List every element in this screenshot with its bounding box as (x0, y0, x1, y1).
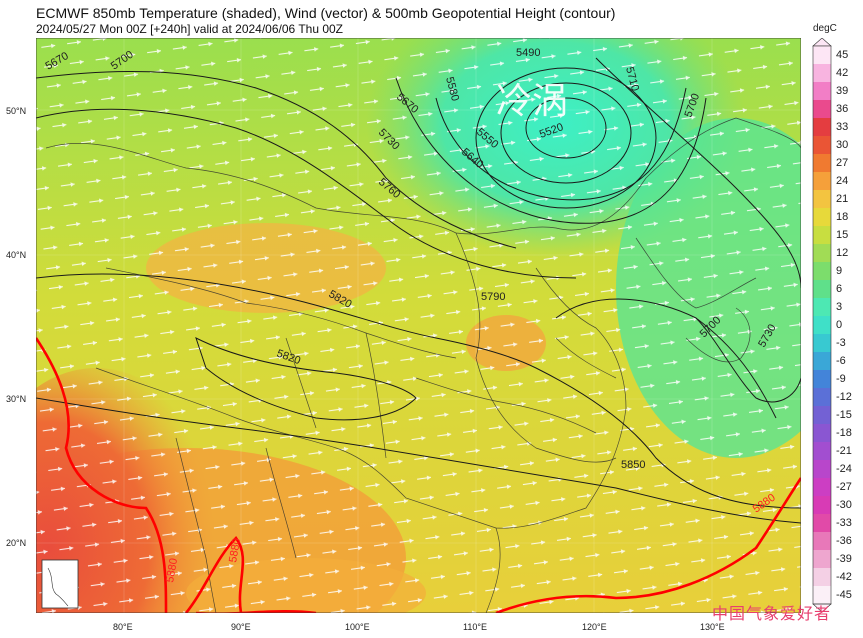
colorbar-segment (813, 370, 831, 389)
colorbar-tick-label: 30 (836, 139, 849, 151)
colorbar-tick-label: -36 (836, 535, 852, 547)
colorbar-tick-label: 9 (836, 265, 843, 277)
colorbar-segment (813, 190, 831, 209)
colorbar-segment (813, 298, 831, 317)
watermark: 中国气象爱好者 (712, 604, 832, 623)
chart-title: ECMWF 850mb Temperature (shaded), Wind (… (36, 5, 616, 21)
contour-5880 (36, 337, 801, 613)
lat-label: 20°N (6, 538, 27, 548)
colorbar-segment (813, 136, 831, 155)
colorbar-tick-label: -30 (836, 499, 852, 511)
colorbar-segment (813, 424, 831, 443)
colorbar-tick-label: -24 (836, 463, 852, 475)
colorbar-segment (813, 82, 831, 101)
colorbar-tick-label: 21 (836, 193, 849, 205)
colorbar-top-arrow (812, 38, 832, 47)
contour-label: 5790 (481, 291, 505, 303)
wind-vector-field (36, 38, 801, 613)
colorbar-segment (813, 208, 831, 227)
colorbar-segment (813, 532, 831, 551)
lon-label: 80°E (113, 622, 133, 632)
lon-label: 130°E (700, 622, 725, 632)
colorbar-segment (813, 100, 831, 119)
colorbar-segment (813, 46, 831, 65)
lat-label: 50°N (6, 106, 27, 116)
colorbar-segment (813, 478, 831, 497)
colorbar-segment (813, 334, 831, 353)
colorbar-tick-label: 6 (836, 283, 843, 295)
colorbar-segment (813, 172, 831, 191)
colorbar-tick-label: 0 (836, 319, 843, 331)
colorbar-tick-label: -27 (836, 481, 852, 493)
lon-label: 120°E (582, 622, 607, 632)
colorbar-tick-label: -33 (836, 517, 852, 529)
colorbar-segment (813, 280, 831, 299)
colorbar (812, 38, 832, 612)
colorbar-segment (813, 226, 831, 245)
cold-vortex-annotation: 冷涡 (496, 81, 568, 122)
map-svg: 5670 5700 5490 5520 5550 5580 5640 5670 … (36, 38, 801, 613)
contour-label: 5490 (516, 47, 540, 59)
colorbar-tick-label: -6 (836, 355, 846, 367)
contour-label: 5850 (621, 459, 645, 471)
chart-subtitle: 2024/05/27 Mon 00Z [+240h] valid at 2024… (36, 22, 344, 36)
contour-label-5880: 5880 (227, 537, 243, 563)
colorbar-segment (813, 586, 831, 605)
colorbar-tick-label: -9 (836, 373, 846, 385)
colorbar-tick-label: 3 (836, 301, 843, 313)
colorbar-tick-label: 27 (836, 157, 849, 169)
colorbar-segment (813, 496, 831, 515)
colorbar-segment (813, 64, 831, 83)
colorbar-segment (813, 442, 831, 461)
colorbar-tick-label: -12 (836, 391, 852, 403)
colorbar-tick-label: 42 (836, 67, 849, 79)
colorbar-segment (813, 406, 831, 425)
inset-map (41, 559, 79, 609)
colorbar-segment (813, 550, 831, 569)
colorbar-segment (813, 388, 831, 407)
colorbar-segment (813, 118, 831, 137)
map-panel: 5670 5700 5490 5520 5550 5580 5640 5670 … (36, 38, 801, 613)
colorbar-tick-label: -21 (836, 445, 852, 457)
colorbar-tick-label: 12 (836, 247, 849, 259)
lat-label: 30°N (6, 394, 27, 404)
colorbar-tick-label: -18 (836, 427, 852, 439)
colorbar-segment (813, 568, 831, 587)
colorbar-tick-label: 24 (836, 175, 849, 187)
boundaries (45, 117, 801, 613)
colorbar-tick-label: -39 (836, 553, 852, 565)
lon-label: 110°E (463, 622, 487, 632)
contour-label-5880: 5880 (164, 557, 180, 583)
lon-label: 100°E (345, 622, 370, 632)
colorbar-segment (813, 460, 831, 479)
colorbar-tick-label: 39 (836, 85, 849, 97)
colorbar-tick-label: 18 (836, 211, 849, 223)
colorbar-tick-label: 45 (836, 49, 849, 61)
lon-label: 90°E (231, 622, 251, 632)
colorbar-segment (813, 154, 831, 173)
colorbar-segment (813, 244, 831, 263)
colorbar-tick-label: 15 (836, 229, 849, 241)
inset-outline (47, 567, 69, 607)
colorbar-tick-label: 36 (836, 103, 849, 115)
colorbar-segment (813, 262, 831, 281)
height-contours (36, 57, 801, 524)
colorbar-segment (813, 352, 831, 371)
colorbar-tick-label: -42 (836, 571, 852, 583)
colorbar-tick-label: -45 (836, 589, 852, 601)
colorbar-segment (813, 514, 831, 533)
lat-label: 40°N (6, 250, 27, 260)
colorbar-unit: degC (813, 23, 837, 34)
colorbar-segment (813, 316, 831, 335)
colorbar-tick-label: -3 (836, 337, 846, 349)
colorbar-tick-label: 33 (836, 121, 849, 133)
colorbar-tick-label: -15 (836, 409, 852, 421)
